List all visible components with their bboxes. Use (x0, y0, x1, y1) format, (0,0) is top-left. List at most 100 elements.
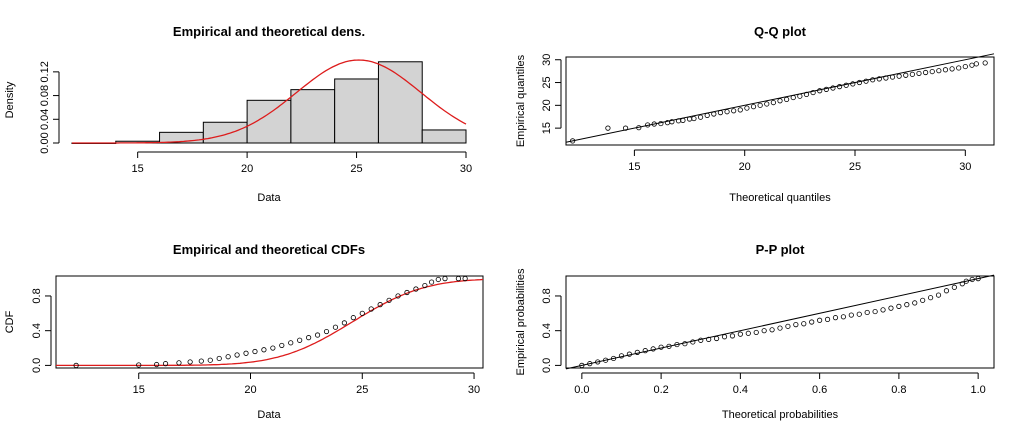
qq-point (750, 104, 757, 110)
qq-y-axis: 15 20 25 30 (541, 54, 562, 134)
pp-point (587, 361, 593, 367)
qq-point (691, 115, 697, 122)
cdf-y-axis: 0.0 0.4 0.8 (31, 288, 52, 373)
cdf-point (176, 360, 182, 366)
pp-point (626, 351, 633, 357)
cdf-point (243, 350, 249, 356)
cdf-x-tick-label: 15 (133, 384, 145, 396)
pp-point (832, 315, 839, 321)
cdf-point (136, 362, 142, 368)
pp-point (721, 334, 728, 340)
pp-point (650, 346, 656, 352)
density-xlabel: Data (257, 192, 281, 204)
pp-title: P-P plot (756, 242, 806, 257)
cdf-point (198, 358, 204, 364)
pp-point (912, 300, 918, 306)
pp-point (848, 312, 854, 318)
density-x-tick-label: 20 (241, 163, 253, 175)
qq-point (711, 111, 717, 117)
cdf-point (428, 279, 435, 285)
qq-point (797, 93, 803, 99)
qq-point (830, 85, 836, 91)
pp-y-tick-label: 0.8 (541, 288, 553, 303)
density-x-axis: 15 20 25 30 (132, 151, 472, 175)
cdf-y-tick-label: 0.8 (31, 288, 43, 303)
qq-point (645, 122, 651, 128)
density-y-tick-label: 0.12 (39, 61, 51, 82)
pp-point (959, 281, 965, 287)
cdf-point (288, 340, 294, 346)
cdf-point (207, 357, 213, 363)
density-y-tick-label: 0.00 (39, 132, 51, 153)
pp-point (969, 276, 975, 283)
theoretical-cdf-curve (56, 278, 484, 367)
qq-point (929, 68, 935, 75)
pp-point (801, 321, 807, 327)
pp-point (698, 337, 704, 343)
qq-point (923, 69, 929, 76)
cdf-xlabel: Data (257, 409, 281, 421)
qq-x-tick-label: 25 (849, 161, 861, 173)
cdf-point (323, 328, 330, 335)
pp-point (935, 292, 942, 298)
pp-xlabel: Theoretical probabilities (722, 409, 839, 421)
qq-point (744, 105, 750, 111)
qq-point (669, 119, 675, 125)
qq-point (770, 99, 776, 106)
pp-ylabel: Empirical probabilities (515, 268, 527, 375)
qq-point (717, 110, 724, 116)
pp-point (713, 335, 720, 342)
density-x-tick-label: 25 (350, 163, 362, 175)
qq-x-tick-label: 15 (628, 161, 640, 173)
pp-point (690, 339, 696, 345)
qq-xlabel: Theoretical quantiles (729, 192, 831, 204)
qq-point (889, 74, 896, 80)
qq-point (697, 114, 704, 120)
pp-point (682, 341, 688, 347)
qq-point (973, 61, 979, 67)
cdf-point (359, 310, 365, 316)
density-panel: Empirical and theoretical dens. Data Den… (4, 24, 472, 204)
qq-x-tick-label: 30 (959, 161, 971, 173)
pp-point (706, 336, 712, 342)
cdf-point (377, 302, 383, 308)
qq-point (850, 81, 856, 87)
histogram-bar (421, 129, 467, 144)
pp-point (975, 276, 981, 282)
qq-plot-frame (565, 56, 995, 146)
histogram-bar (246, 99, 292, 144)
density-title: Empirical and theoretical dens. (173, 24, 365, 39)
pp-x-tick-label: 0.6 (812, 384, 827, 396)
pp-point (920, 297, 926, 303)
pp-point (864, 309, 870, 316)
cdf-point (386, 297, 392, 303)
qq-point (883, 75, 889, 81)
cdf-point (442, 276, 448, 282)
pp-x-tick-label: 0.2 (653, 384, 668, 396)
cdf-point (341, 320, 347, 326)
qq-point (680, 117, 686, 123)
qq-point (982, 60, 988, 66)
cdf-point (422, 282, 428, 289)
cdf-point (73, 362, 79, 368)
cdf-point (225, 354, 231, 360)
cdf-point (413, 286, 419, 292)
qq-point (651, 121, 657, 127)
pp-point (824, 316, 831, 322)
qq-point (724, 109, 730, 115)
pp-plot-frame (565, 275, 995, 369)
pp-point (642, 348, 648, 354)
qq-point (909, 71, 915, 77)
cdf-y-tick-label: 0.4 (31, 323, 43, 338)
qq-point (636, 125, 642, 131)
pp-point (943, 288, 950, 294)
theoretical-density-curve (72, 59, 467, 144)
qq-point (686, 116, 693, 122)
density-ylabel: Density (4, 81, 16, 118)
pp-point (634, 349, 640, 355)
qq-x-tick-label: 20 (739, 161, 751, 173)
cdf-point (368, 306, 374, 312)
pp-point (951, 284, 957, 290)
pp-point (579, 362, 585, 368)
pp-point (785, 323, 791, 329)
